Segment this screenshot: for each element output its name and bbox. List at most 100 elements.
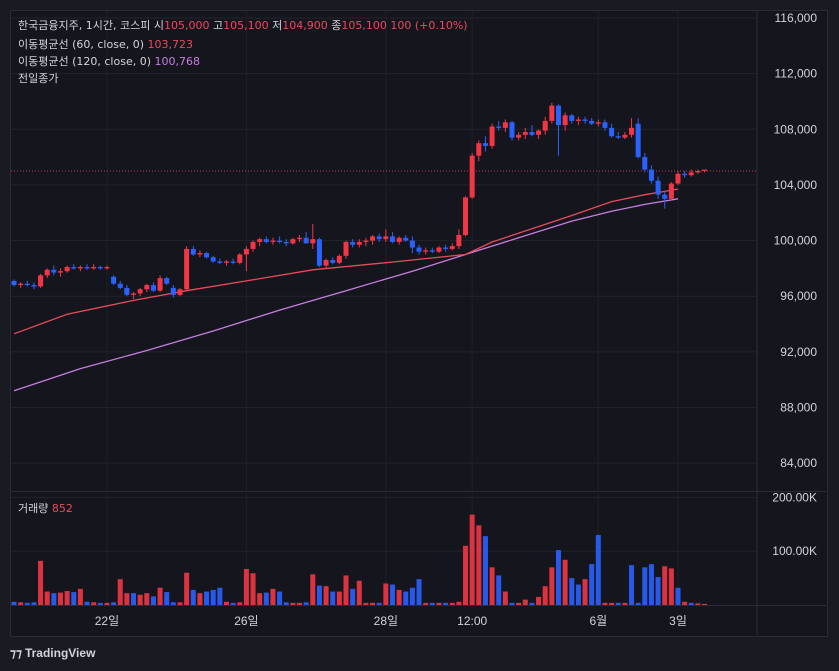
high-value: 105,100 — [223, 19, 269, 32]
ma60-legend[interactable]: 이동평균선 (60, close, 0) 103,723 — [18, 38, 193, 51]
candle-body — [575, 119, 581, 121]
candle-body — [150, 285, 156, 291]
candle-body — [569, 115, 575, 121]
volume-bar — [456, 601, 462, 605]
candle-body — [595, 122, 601, 124]
candle-body — [562, 115, 568, 126]
volume-bar — [642, 567, 648, 605]
volume-bar — [270, 588, 276, 605]
candle-body — [51, 269, 57, 273]
volume-bar — [243, 568, 249, 605]
volume-bar — [84, 601, 90, 605]
volume-bar — [482, 536, 488, 605]
time-tick-label: 12:00 — [457, 614, 487, 628]
volume-bar — [489, 567, 495, 605]
price-tick-label: 92,000 — [780, 345, 817, 359]
price-tick-label: 100,000 — [774, 234, 818, 248]
candle-body — [350, 241, 356, 245]
change-value: 100 (+0.10%) — [390, 19, 468, 32]
candle-body — [409, 240, 415, 248]
volume-bar — [522, 599, 528, 605]
volume-bar — [416, 579, 422, 605]
volume-bar — [516, 602, 522, 605]
volume-bar — [150, 596, 156, 605]
candle-body — [57, 271, 63, 273]
volume-bar — [542, 586, 548, 605]
candle-body — [217, 261, 223, 263]
candle-body — [516, 134, 522, 138]
volume-bar — [389, 584, 395, 605]
volume-bar — [11, 601, 17, 605]
volume-bar — [31, 602, 37, 605]
volume-bar — [197, 593, 203, 605]
candle-body — [469, 155, 475, 198]
candle-body — [370, 236, 376, 241]
volume-bar — [615, 602, 621, 605]
volume-bar — [44, 591, 50, 605]
candle-body — [290, 239, 296, 244]
ma120-legend[interactable]: 이동평균선 (120, close, 0) 100,768 — [18, 55, 200, 68]
volume-bar — [668, 568, 674, 605]
candle-body — [310, 239, 316, 244]
low-value: 104,900 — [282, 19, 328, 32]
volume-tick-label: 200.00K — [772, 490, 817, 504]
volume-bar — [343, 575, 349, 605]
close-label: 종 — [331, 19, 342, 32]
candle-body — [635, 123, 641, 158]
brand-name: TradingView — [24, 646, 96, 660]
volume-bar — [589, 564, 595, 605]
volume-bar — [622, 602, 628, 605]
volume-bar — [648, 564, 654, 605]
candle-body — [463, 197, 469, 235]
volume-bar — [131, 593, 137, 605]
prev-close-legend[interactable]: 전일종가 — [18, 72, 58, 85]
candle-body — [602, 122, 608, 128]
volume-legend[interactable]: 거래량 852 — [18, 502, 73, 515]
volume-bar — [323, 586, 329, 605]
chart-frame — [10, 10, 828, 637]
price-tick-label: 84,000 — [780, 456, 817, 470]
ma120-line — [13, 198, 679, 392]
candle-body — [702, 169, 708, 171]
tradingview-footer[interactable]: ⁊⁊ TradingView — [10, 646, 95, 660]
volume-bar — [177, 602, 183, 605]
low-label: 저 — [272, 19, 283, 32]
volume-bar — [91, 602, 97, 605]
candle-body — [270, 240, 276, 242]
candle-body — [356, 241, 362, 245]
volume-bar — [250, 573, 256, 605]
interval: 1시간 — [85, 19, 113, 32]
candle-body — [529, 132, 535, 135]
candle-body — [376, 236, 382, 240]
volume-bar — [137, 594, 143, 605]
volume-bar — [609, 602, 615, 605]
candle-body — [323, 260, 329, 266]
volume-bar — [164, 592, 170, 605]
volume-bar — [463, 545, 469, 605]
candle-body — [642, 157, 648, 170]
volume-bar — [157, 587, 163, 605]
volume-bar — [223, 601, 229, 605]
candle-body — [250, 241, 256, 249]
candle-body — [449, 246, 455, 249]
volume-bar — [144, 593, 150, 605]
candle-body — [303, 237, 309, 244]
volume-bar — [575, 584, 581, 605]
high-label: 고 — [212, 19, 224, 32]
candle-body — [316, 239, 322, 266]
volume-bar — [350, 588, 356, 605]
volume-bar — [18, 602, 24, 605]
candle-body — [443, 247, 449, 249]
volume-bar — [502, 591, 508, 605]
volume-tick-label: 100.00K — [772, 544, 817, 558]
exchange: 코스피 — [119, 19, 151, 32]
volume-bar — [549, 567, 555, 605]
candle-body — [243, 248, 249, 255]
candle-body — [609, 127, 615, 137]
candle-body — [582, 119, 588, 121]
candle-body — [456, 235, 462, 247]
candle-body — [137, 289, 143, 294]
candle-body — [542, 120, 548, 131]
volume-bar — [562, 559, 568, 605]
